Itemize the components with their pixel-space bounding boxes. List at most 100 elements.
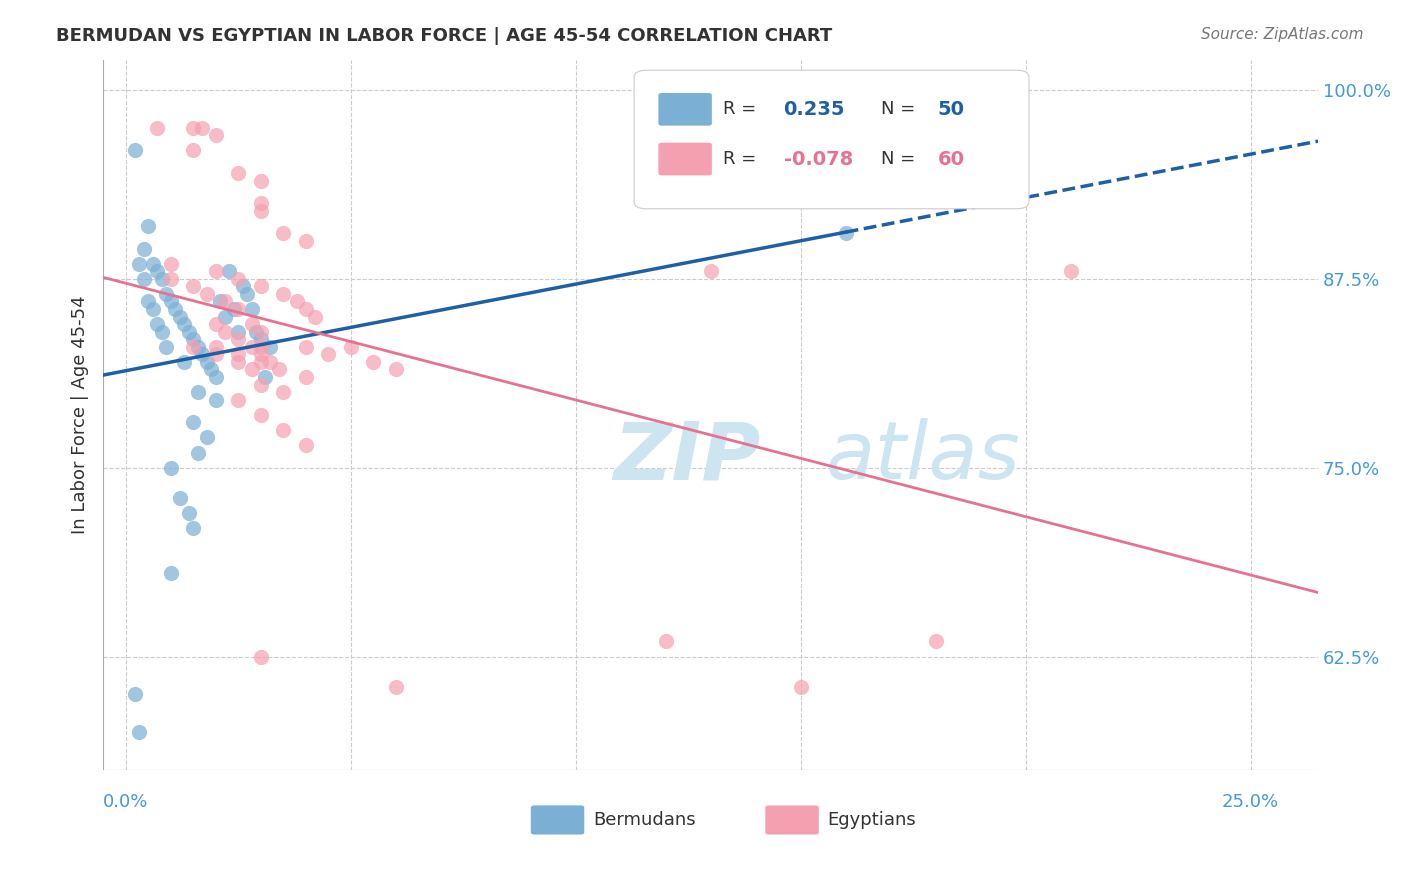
- Point: [181, 340, 204, 354]
- Point: [214, 294, 236, 309]
- Point: [240, 317, 263, 331]
- Point: [249, 340, 271, 354]
- Point: [267, 362, 290, 376]
- Text: 60: 60: [938, 150, 965, 169]
- Point: [226, 332, 249, 346]
- Point: [150, 271, 173, 285]
- Point: [124, 687, 146, 701]
- Point: [159, 257, 181, 271]
- Text: Bermudans: Bermudans: [593, 811, 696, 829]
- Point: [226, 301, 249, 316]
- Point: [226, 166, 249, 180]
- Point: [226, 355, 249, 369]
- Point: [214, 325, 236, 339]
- Point: [789, 680, 811, 694]
- Point: [361, 355, 384, 369]
- Point: [222, 301, 245, 316]
- Point: [191, 120, 214, 135]
- Point: [146, 317, 169, 331]
- Point: [285, 294, 308, 309]
- Point: [654, 634, 676, 648]
- Point: [142, 301, 165, 316]
- Point: [240, 301, 263, 316]
- Point: [181, 332, 204, 346]
- Point: [271, 385, 294, 400]
- Point: [699, 264, 721, 278]
- Point: [245, 325, 267, 339]
- Point: [204, 317, 226, 331]
- Point: [259, 355, 281, 369]
- Text: ZIP: ZIP: [613, 418, 761, 496]
- Point: [834, 227, 856, 241]
- Point: [204, 347, 226, 361]
- Point: [159, 294, 181, 309]
- Point: [155, 340, 177, 354]
- Point: [249, 649, 271, 664]
- Point: [204, 392, 226, 407]
- Point: [181, 415, 204, 429]
- Text: N =: N =: [880, 100, 915, 119]
- Point: [132, 242, 155, 256]
- FancyBboxPatch shape: [765, 805, 818, 835]
- Point: [132, 271, 155, 285]
- Text: BERMUDAN VS EGYPTIAN IN LABOR FORCE | AGE 45-54 CORRELATION CHART: BERMUDAN VS EGYPTIAN IN LABOR FORCE | AG…: [56, 27, 832, 45]
- Point: [150, 325, 173, 339]
- Point: [271, 423, 294, 437]
- Point: [187, 445, 209, 459]
- Point: [124, 143, 146, 157]
- Text: Egyptians: Egyptians: [827, 811, 917, 829]
- Point: [173, 355, 195, 369]
- Point: [271, 286, 294, 301]
- FancyBboxPatch shape: [531, 805, 585, 835]
- Point: [249, 203, 271, 218]
- Point: [218, 264, 240, 278]
- Point: [316, 347, 339, 361]
- Point: [240, 362, 263, 376]
- Point: [924, 634, 946, 648]
- Point: [236, 286, 259, 301]
- Point: [200, 362, 222, 376]
- Point: [159, 271, 181, 285]
- Point: [177, 506, 200, 520]
- Point: [191, 347, 214, 361]
- Point: [204, 128, 226, 143]
- Point: [204, 370, 226, 384]
- Point: [187, 340, 209, 354]
- Point: [181, 279, 204, 293]
- Text: N =: N =: [880, 150, 915, 168]
- Point: [136, 294, 159, 309]
- Point: [240, 340, 263, 354]
- Point: [187, 385, 209, 400]
- Y-axis label: In Labor Force | Age 45-54: In Labor Force | Age 45-54: [72, 295, 89, 534]
- Point: [226, 347, 249, 361]
- Point: [304, 310, 326, 324]
- Point: [177, 325, 200, 339]
- Point: [169, 310, 191, 324]
- FancyBboxPatch shape: [634, 70, 1029, 209]
- Point: [249, 332, 271, 346]
- Point: [699, 120, 721, 135]
- Point: [146, 264, 169, 278]
- Text: atlas: atlas: [827, 418, 1021, 496]
- Point: [249, 279, 271, 293]
- Point: [128, 257, 150, 271]
- Point: [146, 120, 169, 135]
- Text: 0.0%: 0.0%: [103, 793, 148, 811]
- Text: R =: R =: [723, 150, 756, 168]
- Point: [159, 460, 181, 475]
- Point: [128, 725, 150, 739]
- Point: [254, 370, 277, 384]
- Point: [209, 294, 232, 309]
- Point: [249, 325, 271, 339]
- Point: [173, 317, 195, 331]
- Point: [232, 279, 254, 293]
- Point: [214, 310, 236, 324]
- Point: [294, 301, 316, 316]
- Point: [384, 680, 406, 694]
- Point: [195, 430, 218, 444]
- Point: [294, 234, 316, 248]
- Point: [142, 257, 165, 271]
- Point: [259, 340, 281, 354]
- Point: [249, 377, 271, 392]
- Point: [294, 370, 316, 384]
